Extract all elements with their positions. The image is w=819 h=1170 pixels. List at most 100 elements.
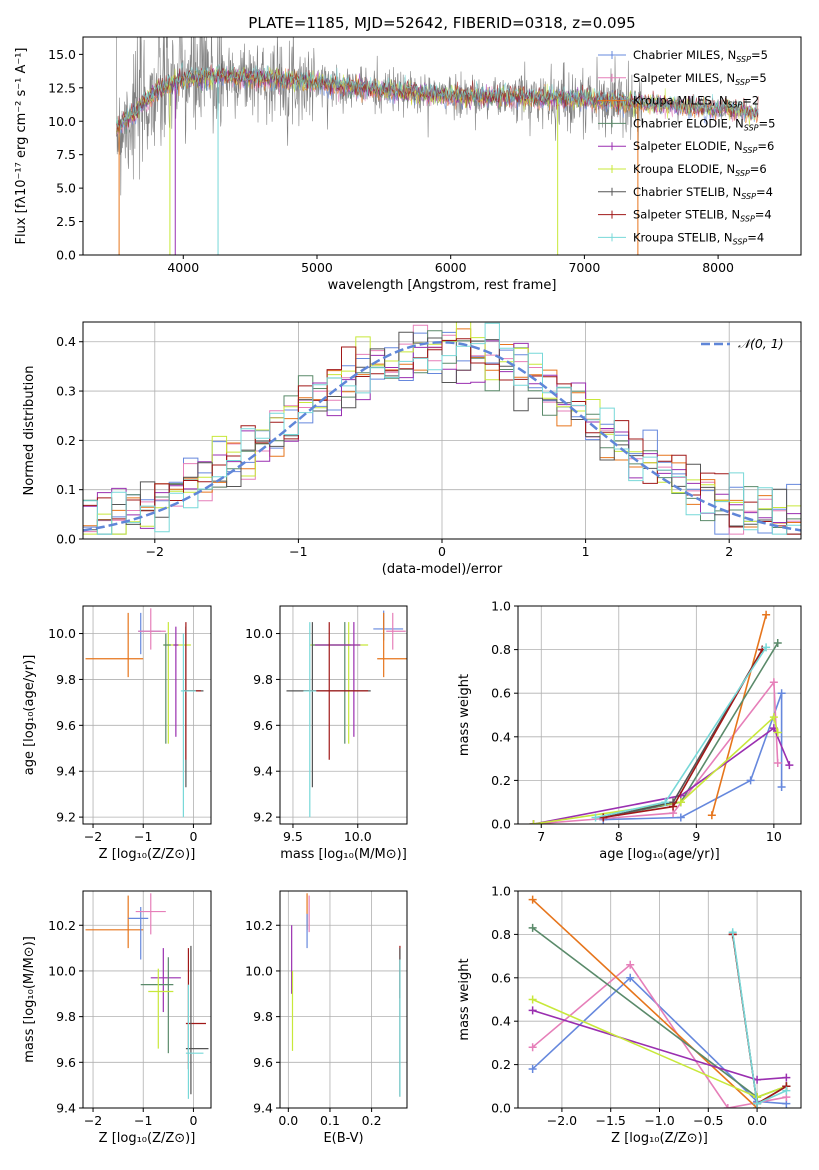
x-axis-label: mass [log₁₀(M/M⊙)] [280, 847, 407, 862]
y-axis-label: Flux [fλ10⁻¹⁷ erg cm⁻² s⁻¹ A⁻¹] [14, 48, 29, 245]
series-marker [773, 728, 782, 737]
series-line [533, 726, 791, 824]
y-tick-label: 9.6 [253, 718, 273, 733]
panel-spectrum: Chabrier MILES, NSSP=5 Salpeter MILES, NS… [14, 14, 802, 293]
plot-area [83, 322, 801, 535]
legend-label: Chabrier ELODIE, NSSP=5 [633, 116, 775, 132]
series-marker [773, 758, 782, 767]
y-tick-label: 2.5 [56, 214, 76, 229]
series-marker [773, 639, 782, 648]
series-marker [528, 1064, 537, 1073]
x-tick-label: 5000 [301, 260, 333, 275]
x-tick-label: 8000 [702, 260, 734, 275]
y-tick-label: 0.4 [56, 334, 76, 349]
y-axis-label: age [log₁₀(age/yr)] [22, 655, 37, 776]
y-tick-label: 9.8 [56, 672, 76, 687]
plot-area [116, 37, 759, 255]
plot-area [286, 610, 407, 818]
legend-label: Chabrier MILES, NSSP=5 [633, 48, 768, 64]
y-tick-label: 12.5 [48, 80, 76, 95]
y-tick-label: 9.8 [253, 1009, 273, 1024]
y-tick-label: 0.0 [491, 817, 511, 832]
series-marker [528, 995, 537, 1004]
x-tick-label: 0 [189, 1113, 197, 1128]
legend-label: Kroupa MILES, NSSP=2 [633, 94, 759, 110]
y-tick-label: 0.0 [491, 1101, 511, 1116]
series-marker [661, 798, 670, 807]
series-line [603, 649, 763, 819]
y-tick-label: 0.8 [491, 642, 511, 657]
plot-area [528, 895, 791, 1108]
legend-label: Chabrier STELIB, NSSP=4 [633, 185, 773, 201]
panel-age_vs_Z: −2 −1 0 9.2 9.4 9.6 9.8 10.0 Z [log₁₀(Z/Z⊙)] age … [22, 605, 212, 862]
y-tick-label: 9.4 [56, 764, 76, 779]
series-marker [528, 923, 537, 932]
x-tick-label: 7000 [568, 260, 600, 275]
series-marker [785, 761, 794, 770]
y-tick-label: 9.2 [56, 810, 76, 825]
y-tick-label: 10.0 [245, 963, 273, 978]
y-tick-label: 0.2 [491, 773, 511, 788]
legend-label: Salpeter STELIB, NSSP=4 [633, 208, 772, 224]
series-marker [676, 813, 685, 822]
series-marker [746, 776, 755, 785]
x-tick-label: 4000 [167, 260, 199, 275]
legend-label: Salpeter ELODIE, NSSP=6 [633, 139, 774, 155]
y-axis-label: Normed distribution [22, 366, 37, 496]
axes-frame [82, 890, 212, 1109]
x-tick-label: 0 [438, 544, 446, 559]
x-tick-label: 10 [766, 829, 782, 844]
legend-label: Salpeter MILES, NSSP=5 [633, 71, 767, 87]
axes-frame [279, 605, 408, 825]
series-marker [753, 1099, 762, 1108]
y-tick-label: 15.0 [48, 47, 76, 62]
plot-area [85, 608, 204, 818]
y-tick-label: 0.2 [491, 1057, 511, 1072]
y-tick-label: 0.2 [56, 433, 76, 448]
series-marker [599, 813, 608, 822]
x-tick-label: −2.0 [547, 1113, 577, 1128]
series-marker [769, 713, 778, 722]
series-marker [723, 1104, 732, 1108]
y-tick-label: 0.0 [56, 248, 76, 263]
y-tick-label: 9.6 [56, 1055, 76, 1070]
series-marker [626, 960, 635, 969]
series-marker [782, 1086, 791, 1095]
x-tick-label: −1.5 [596, 1113, 626, 1128]
x-tick-label: −0.5 [693, 1113, 723, 1128]
y-tick-label: 0.8 [491, 927, 511, 942]
y-tick-label: 10.0 [48, 963, 76, 978]
residual-histogram [83, 322, 801, 535]
y-axis-label: mass weight [457, 958, 472, 1040]
y-tick-label: 0.4 [491, 729, 511, 744]
x-tick-label: −2 [146, 544, 164, 559]
series-line [532, 976, 787, 1105]
x-tick-label: −1 [289, 544, 307, 559]
x-tick-label: 6000 [435, 260, 467, 275]
y-tick-label: 0.4 [491, 1014, 511, 1029]
panel-mass_vs_ebv: 0.0 0.1 0.2 9.4 9.6 9.8 10.0 10.2 E(B-V) [245, 890, 408, 1146]
residual-histogram [83, 338, 801, 535]
series-marker [762, 610, 771, 619]
x-axis-label: age [log₁₀(age/yr)] [599, 847, 720, 862]
x-tick-label: 2 [725, 544, 733, 559]
series-line [711, 614, 767, 816]
y-tick-label: 9.6 [253, 1055, 273, 1070]
x-tick-label: −2 [84, 1113, 102, 1128]
normal-curve [83, 340, 801, 532]
series-marker [769, 678, 778, 687]
y-tick-label: 10.2 [245, 918, 273, 933]
series-marker [626, 973, 635, 982]
x-tick-label: 0.0 [278, 1113, 298, 1128]
y-tick-label: 0.6 [491, 686, 511, 701]
series-line [532, 899, 758, 1108]
x-tick-label: 0.1 [320, 1113, 340, 1128]
x-axis-label: E(B-V) [323, 1131, 363, 1146]
y-tick-label: 0.1 [56, 482, 76, 497]
axes-frame [82, 605, 212, 825]
x-tick-label: 9 [692, 829, 700, 844]
y-tick-label: 10.0 [245, 626, 273, 641]
y-tick-label: 9.6 [56, 718, 76, 733]
y-tick-label: 10.0 [48, 114, 76, 129]
plot-area [529, 610, 794, 824]
